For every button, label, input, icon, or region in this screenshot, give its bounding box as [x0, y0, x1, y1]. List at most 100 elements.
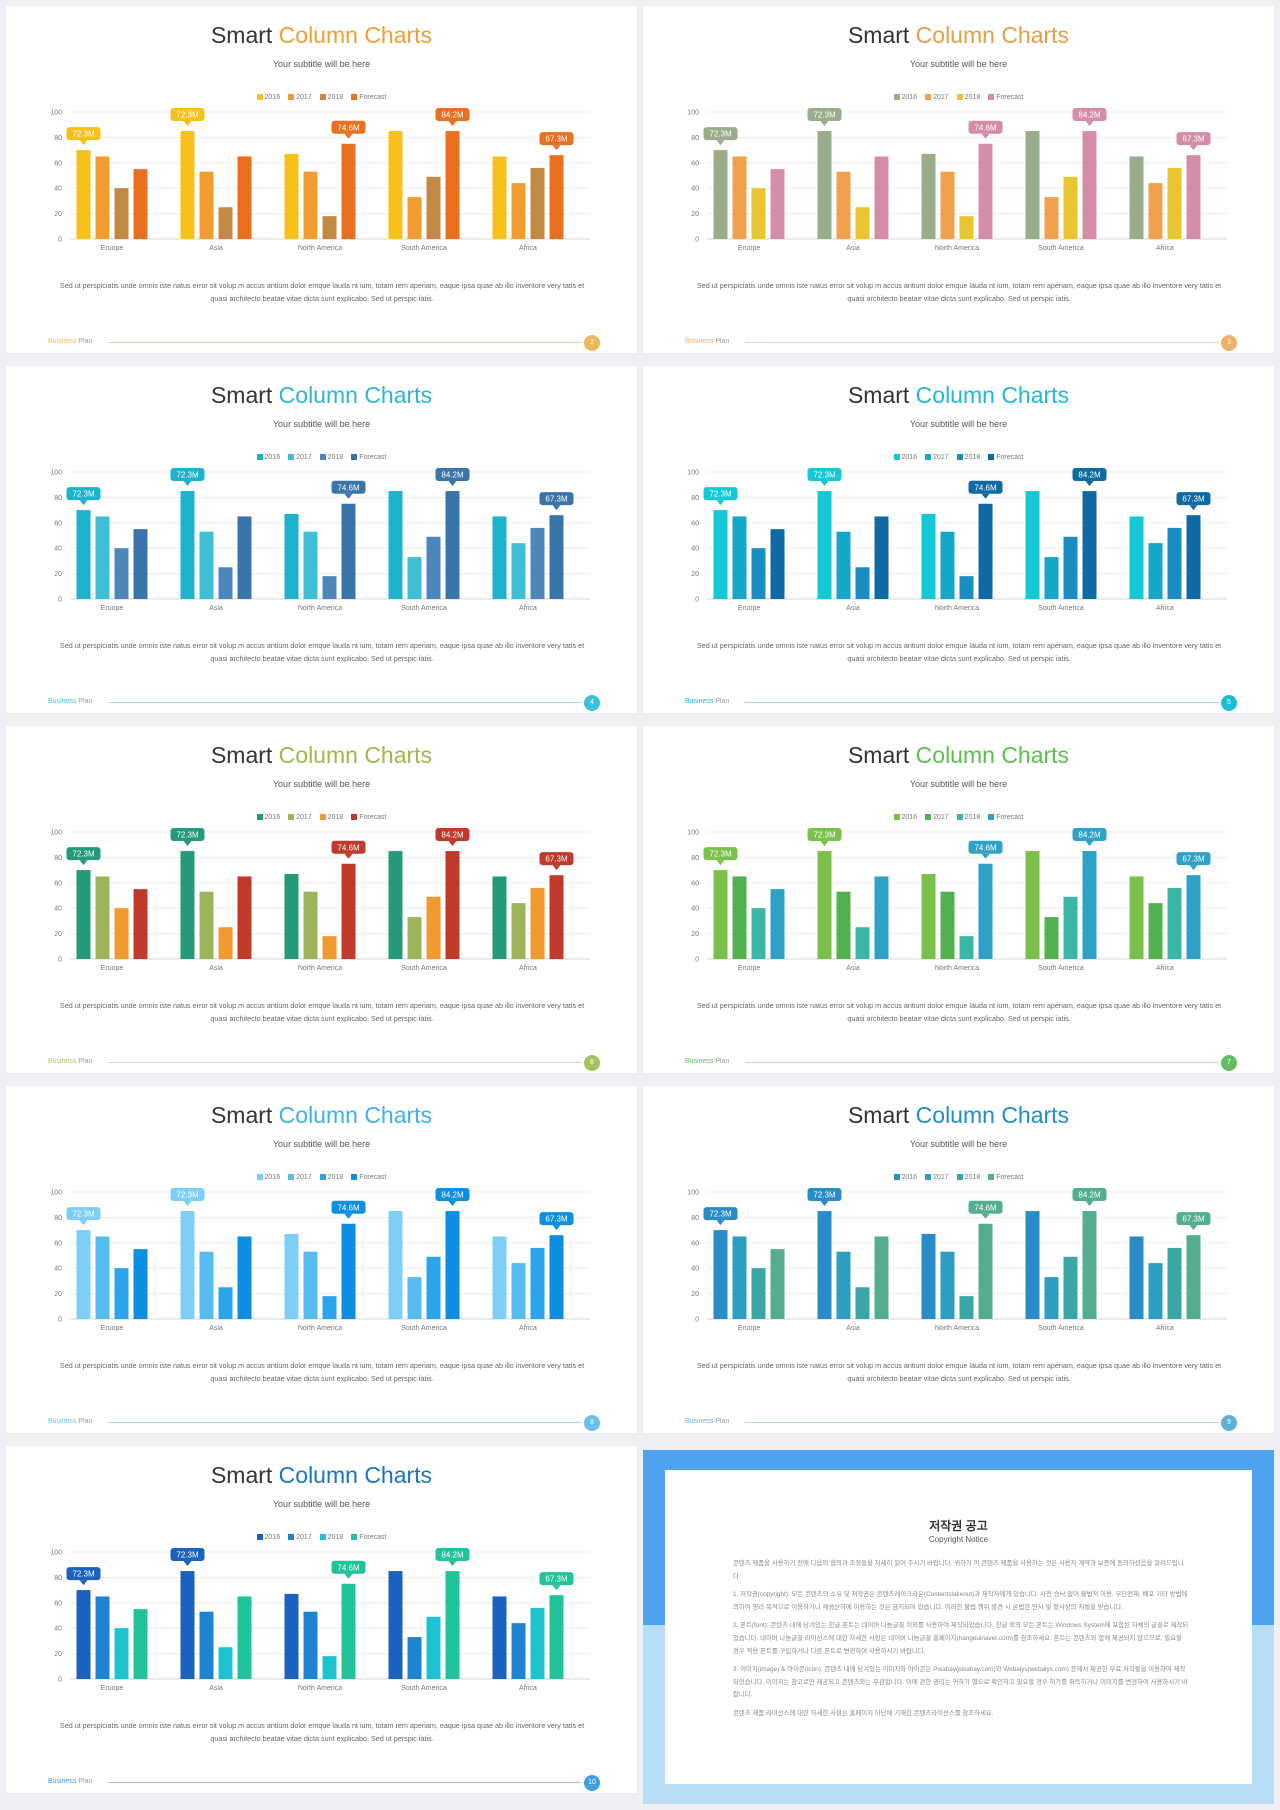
chart-slide: Smart Column Charts Your subtitle will be…	[643, 726, 1274, 1073]
y-tick-label: 80	[54, 135, 62, 142]
callout-label: 72.3M	[709, 850, 732, 859]
callout-pointer	[79, 1220, 88, 1226]
bar-4-0	[492, 516, 507, 599]
slide-paragraph: Sed ut perspiciatis unde omnis iste natu…	[59, 641, 585, 663]
chart-slide: Smart Column Charts Your subtitle will be…	[643, 1086, 1274, 1433]
chart-legend: 2016 2017 2018 Forecast	[6, 1174, 637, 1181]
bar-4-2	[1167, 887, 1182, 959]
legend-item: 2017	[925, 1174, 949, 1181]
bar-0-0	[76, 870, 91, 959]
bar-0-1	[732, 1236, 747, 1319]
y-tick-label: 40	[54, 1266, 62, 1273]
bar-1-3	[874, 516, 889, 599]
slide-title: Smart Column Charts	[643, 742, 1274, 769]
notice-paragraph: 콘텐츠 제품 라이선스에 대한 자세한 사항은 홈페이지 하단에 기재한 콘텐츠…	[733, 1709, 994, 1717]
legend-swatch	[351, 1534, 358, 1541]
footer-label: Business Plan	[48, 1778, 92, 1785]
bar-1-3	[874, 156, 889, 239]
slide-paragraph: Sed ut perspiciatis unde omnis iste natu…	[696, 281, 1222, 303]
title-main: Smart	[847, 22, 910, 48]
bar-4-2	[1167, 1247, 1182, 1319]
x-tick-label: Africa	[519, 245, 537, 252]
column-chart: 0 20 40 60 80 100 Eruope 72.3M Asia 72.3M North Am…	[687, 108, 1227, 252]
callout-bubble	[1176, 852, 1211, 866]
bar-0-1	[732, 516, 747, 599]
callout-bubble	[807, 828, 842, 842]
legend-label: Forecast	[359, 814, 387, 821]
legend-swatch	[893, 814, 900, 821]
callout-label: 72.3M	[176, 831, 199, 840]
callout-pointer	[183, 121, 192, 127]
y-tick-label: 100	[50, 830, 62, 837]
x-tick-label: North America	[935, 965, 979, 972]
y-tick-label: 20	[54, 211, 62, 218]
bar-4-3	[549, 515, 564, 599]
bar-3-1	[1044, 197, 1059, 239]
bar-0-2	[751, 1268, 766, 1319]
legend-label: 2018	[964, 1174, 981, 1181]
bar-2-1	[303, 1251, 318, 1319]
x-tick-label: Asia	[209, 965, 223, 972]
footer-line	[745, 702, 1219, 703]
callout-bubble	[331, 1560, 366, 1574]
column-chart: 0 20 40 60 80 100 Eruope 72.3M Asia 72.3M North Am…	[50, 1188, 590, 1332]
bar-3-3	[445, 1211, 460, 1319]
x-tick-label: Eruope	[101, 965, 124, 972]
callout-bubble	[66, 127, 101, 141]
callout-bubble	[539, 852, 574, 866]
bar-2-2	[959, 576, 974, 599]
callout-bubble	[66, 1207, 101, 1221]
x-tick-label: North America	[298, 1325, 342, 1332]
bar-1-2	[218, 927, 233, 959]
legend-label: 2017	[296, 94, 312, 101]
slide-paragraph: Sed ut perspiciatis unde omnis iste natu…	[696, 641, 1222, 663]
bar-2-2	[959, 216, 974, 239]
slide-paragraph: Sed ut perspiciatis unde omnis iste natu…	[696, 1361, 1222, 1383]
callout-pointer	[1085, 1201, 1094, 1207]
footer-word-business: Business	[48, 338, 77, 345]
bar-1-0	[180, 851, 195, 959]
bar-2-1	[303, 171, 318, 239]
callout-bubble	[1176, 492, 1211, 506]
bar-3-1	[407, 197, 422, 239]
notice-paragraph: 1. 저작권(copyright): 모든 콘텐츠의 소유 및 저작권은 콘텐츠…	[733, 1591, 1188, 1611]
legend-item: 2017	[925, 814, 949, 821]
legend-item: 2016	[256, 94, 280, 101]
legend-swatch	[288, 1534, 295, 1541]
y-tick-label: 80	[54, 1575, 62, 1582]
legend-item: 2018	[319, 94, 343, 101]
callout-label: 72.3M	[72, 1570, 95, 1579]
x-tick-label: South America	[1038, 605, 1084, 612]
callout-label: 74.6M	[337, 843, 360, 852]
footer-label: Business Plan	[48, 1058, 92, 1065]
bar-3-3	[445, 1571, 460, 1679]
x-tick-label: South America	[401, 965, 447, 972]
x-tick-label: Asia	[846, 1325, 860, 1332]
bar-1-2	[855, 1287, 870, 1319]
legend-label: 2016	[264, 814, 281, 821]
callout-bubble	[968, 1200, 1003, 1214]
footer-label: Business Plan	[48, 338, 92, 345]
bar-1-2	[218, 1287, 233, 1319]
slide-subtitle: Your subtitle will be here	[272, 59, 371, 69]
callout-pointer	[981, 133, 990, 139]
bar-2-3	[341, 1223, 356, 1319]
bar-3-2	[1063, 896, 1078, 959]
legend-item: Forecast	[351, 454, 386, 461]
footer-label: Business Plan	[685, 338, 729, 345]
legend-item: Forecast	[988, 454, 1023, 461]
footer-line	[745, 1062, 1219, 1063]
callout-label: 74.6M	[974, 843, 997, 852]
legend-swatch	[925, 814, 932, 821]
column-chart: 0 20 40 60 80 100 Eruope 72.3M Asia 72.3M North Am…	[50, 1548, 590, 1692]
callout-label: 72.3M	[176, 1551, 199, 1560]
callout-label: 67.3M	[545, 135, 568, 144]
callout-bubble	[968, 480, 1003, 494]
bar-4-0	[492, 1596, 507, 1679]
bar-1-1	[199, 171, 214, 239]
x-tick-label: Eruope	[738, 245, 761, 252]
bar-4-1	[1148, 903, 1163, 959]
callout-label: 67.3M	[1182, 855, 1205, 864]
bar-0-3	[770, 889, 785, 959]
y-tick-label: 80	[691, 495, 699, 502]
